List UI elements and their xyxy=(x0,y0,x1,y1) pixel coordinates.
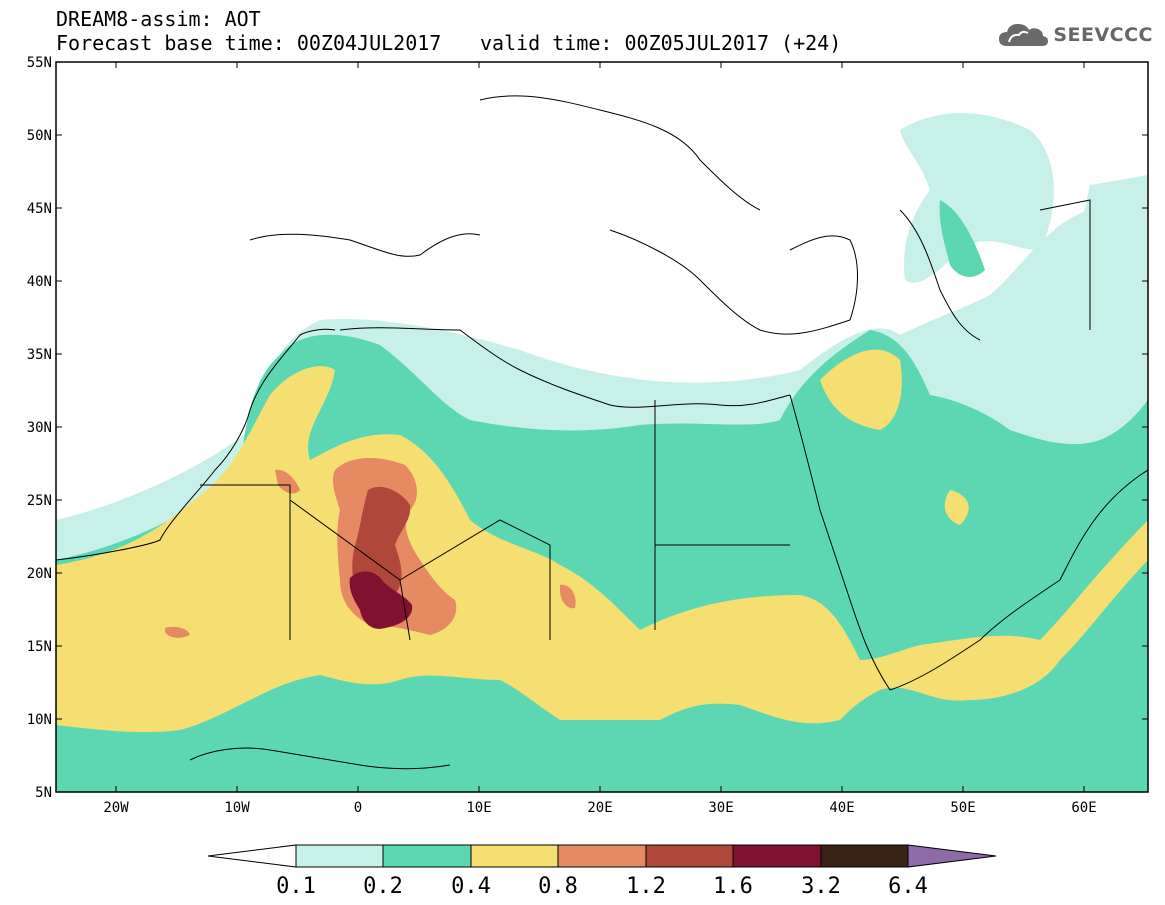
colorbar-segment xyxy=(470,844,559,868)
colorbar-label: 0.4 xyxy=(451,874,491,899)
lat-label: 45N xyxy=(27,201,52,217)
lat-label: 30N xyxy=(27,420,52,436)
lat-label: 15N xyxy=(27,639,52,655)
colorbar-segment xyxy=(295,844,384,868)
lon-label: 10E xyxy=(466,800,491,816)
lon-label: 30E xyxy=(708,800,733,816)
lon-label: 20E xyxy=(587,800,612,816)
colorbar-segment xyxy=(382,844,472,868)
colorbar-label: 0.1 xyxy=(276,874,316,899)
lat-label: 10N xyxy=(27,712,52,728)
lat-label: 20N xyxy=(27,566,52,582)
colorbar-label: 0.2 xyxy=(363,874,403,899)
colorbar-segment xyxy=(732,844,822,868)
lon-label: 40E xyxy=(829,800,854,816)
colorbar xyxy=(207,844,997,868)
colorbar-label: 3.2 xyxy=(801,874,841,899)
aot-contours xyxy=(56,62,1148,792)
colorbar-label: 1.6 xyxy=(713,874,753,899)
colorbar-labels: 0.1 0.2 0.4 0.8 1.2 1.6 3.2 6.4 xyxy=(276,874,928,899)
lat-label: 25N xyxy=(27,493,52,509)
lat-label: 50N xyxy=(27,128,52,144)
valid-time: valid time: 00Z05JUL2017 (+24) xyxy=(480,31,842,55)
colorbar-label: 1.2 xyxy=(626,874,666,899)
colorbar-segment xyxy=(557,844,647,868)
seevccc-logo: SEEVCCC xyxy=(997,20,1153,50)
logo-text: SEEVCCC xyxy=(1053,24,1153,46)
colorbar-arrow-low xyxy=(207,844,297,868)
lon-label: 20W xyxy=(103,800,129,816)
lon-label: 50E xyxy=(950,800,975,816)
forecast-base-time: Forecast base time: 00Z04JUL2017 xyxy=(56,31,442,55)
contour-0.4 xyxy=(56,349,1148,733)
lat-label: 55N xyxy=(27,55,52,71)
lat-labels: 55N 50N 45N 40N 35N 30N 25N 20N 15N 10N … xyxy=(27,55,52,801)
colorbar-label: 6.4 xyxy=(888,874,928,899)
lat-label: 40N xyxy=(27,274,52,290)
lon-labels: 20W 10W 0 10E 20E 30E 40E 50E 60E xyxy=(103,800,1096,816)
contour-1.6 xyxy=(349,571,413,629)
lat-label: 5N xyxy=(35,785,52,801)
colorbar-segment xyxy=(645,844,734,868)
colorbar-arrow-high xyxy=(907,844,997,868)
colorbar-segment xyxy=(820,844,909,868)
lon-axis xyxy=(115,62,1085,792)
lat-axis xyxy=(56,61,1148,793)
map-title: DREAM8-assim: AOT xyxy=(56,7,261,31)
lon-label: 10W xyxy=(224,800,250,816)
lon-label: 0 xyxy=(354,800,362,816)
coastlines-borders xyxy=(56,95,1148,770)
lon-label: 60E xyxy=(1071,800,1096,816)
lat-label: 35N xyxy=(27,347,52,363)
colorbar-label: 0.8 xyxy=(538,874,578,899)
cloud-icon xyxy=(999,24,1049,46)
